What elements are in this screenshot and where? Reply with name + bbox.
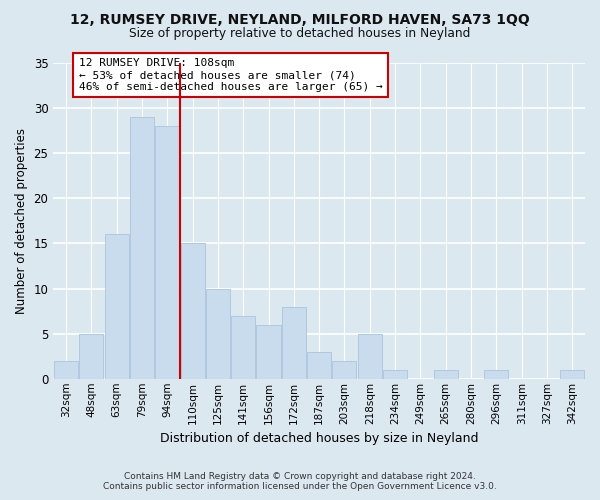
Bar: [130, 117, 154, 379]
Text: 12 RUMSEY DRIVE: 108sqm
← 53% of detached houses are smaller (74)
46% of semi-de: 12 RUMSEY DRIVE: 108sqm ← 53% of detache…: [79, 58, 382, 92]
Bar: [181, 244, 205, 379]
Bar: [231, 316, 255, 379]
Bar: [383, 370, 407, 379]
Bar: [206, 288, 230, 379]
Text: Size of property relative to detached houses in Neyland: Size of property relative to detached ho…: [130, 28, 470, 40]
Bar: [79, 334, 103, 379]
Y-axis label: Number of detached properties: Number of detached properties: [15, 128, 28, 314]
Bar: [307, 352, 331, 379]
X-axis label: Distribution of detached houses by size in Neyland: Distribution of detached houses by size …: [160, 432, 478, 445]
Bar: [54, 360, 78, 379]
Bar: [104, 234, 128, 379]
Text: 12, RUMSEY DRIVE, NEYLAND, MILFORD HAVEN, SA73 1QQ: 12, RUMSEY DRIVE, NEYLAND, MILFORD HAVEN…: [70, 12, 530, 26]
Bar: [155, 126, 179, 379]
Bar: [332, 360, 356, 379]
Bar: [434, 370, 458, 379]
Bar: [560, 370, 584, 379]
Bar: [358, 334, 382, 379]
Text: Contains public sector information licensed under the Open Government Licence v3: Contains public sector information licen…: [103, 482, 497, 491]
Bar: [256, 324, 281, 379]
Bar: [282, 306, 306, 379]
Text: Contains HM Land Registry data © Crown copyright and database right 2024.: Contains HM Land Registry data © Crown c…: [124, 472, 476, 481]
Bar: [484, 370, 508, 379]
